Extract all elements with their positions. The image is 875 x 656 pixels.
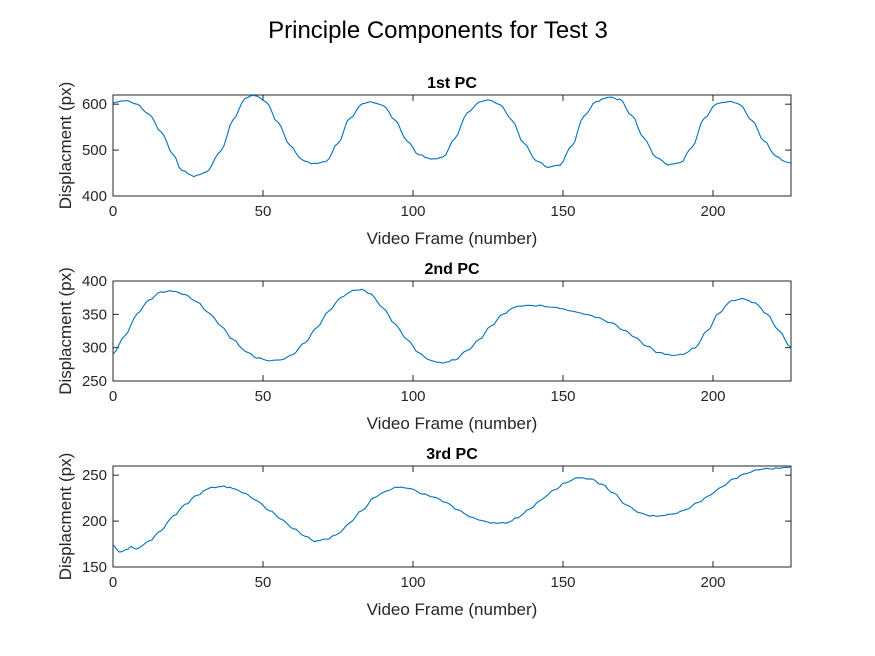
subplot-2: 2nd PC 0 50 100 150 200 250 300 350 400 Video Fram… <box>56 261 792 433</box>
series-line <box>113 95 791 178</box>
plot-area <box>112 280 792 382</box>
y-tick-label: 500 <box>82 142 107 159</box>
plot-area <box>112 465 792 568</box>
x-axis-label: Video Frame (number) <box>367 600 538 619</box>
x-tick-label: 200 <box>700 203 725 220</box>
x-tick-label: 150 <box>550 574 575 591</box>
y-tick-label: 400 <box>82 188 107 205</box>
y-tick-label: 250 <box>82 373 107 390</box>
y-axis-label: Displacment (px) <box>56 82 75 210</box>
x-tick-label: 100 <box>400 203 425 220</box>
subplot-title: 1st PC <box>427 75 477 92</box>
x-tick-label: 100 <box>400 388 425 405</box>
x-tick-label: 50 <box>255 388 272 405</box>
y-tick-label: 150 <box>82 559 107 576</box>
x-tick-label: 200 <box>700 574 725 591</box>
y-tick-label: 200 <box>82 513 107 530</box>
subplot-1: 1st PC 0 50 100 150 200 400 500 600 Video Frame (… <box>56 75 792 248</box>
y-tick-label: 300 <box>82 340 107 357</box>
series-line <box>113 466 791 553</box>
x-tick-label: 50 <box>255 203 272 220</box>
plot-area <box>112 94 792 197</box>
subplot-3: 3rd PC 0 50 100 150 200 150 200 250 Video Frame (… <box>56 446 792 619</box>
x-tick-label: 100 <box>400 574 425 591</box>
x-tick-label: 0 <box>109 388 117 405</box>
x-tick-label: 150 <box>550 203 575 220</box>
x-tick-label: 150 <box>550 388 575 405</box>
subplot-title: 2nd PC <box>424 261 480 278</box>
y-tick-label: 250 <box>82 467 107 484</box>
x-tick-label: 0 <box>109 203 117 220</box>
y-tick-label: 350 <box>82 306 107 323</box>
x-tick-label: 50 <box>255 574 272 591</box>
series-line <box>113 288 791 364</box>
subplot-title: 3rd PC <box>426 446 478 463</box>
x-axis-label: Video Frame (number) <box>367 414 538 433</box>
figure-title: Principle Components for Test 3 <box>268 17 608 44</box>
y-axis-label: Displacment (px) <box>56 453 75 581</box>
x-tick-label: 0 <box>109 574 117 591</box>
y-tick-label: 400 <box>82 273 107 290</box>
y-tick-label: 600 <box>82 96 107 113</box>
x-axis-label: Video Frame (number) <box>367 229 538 248</box>
y-axis-label: Displacment (px) <box>56 267 75 395</box>
x-tick-label: 200 <box>700 388 725 405</box>
